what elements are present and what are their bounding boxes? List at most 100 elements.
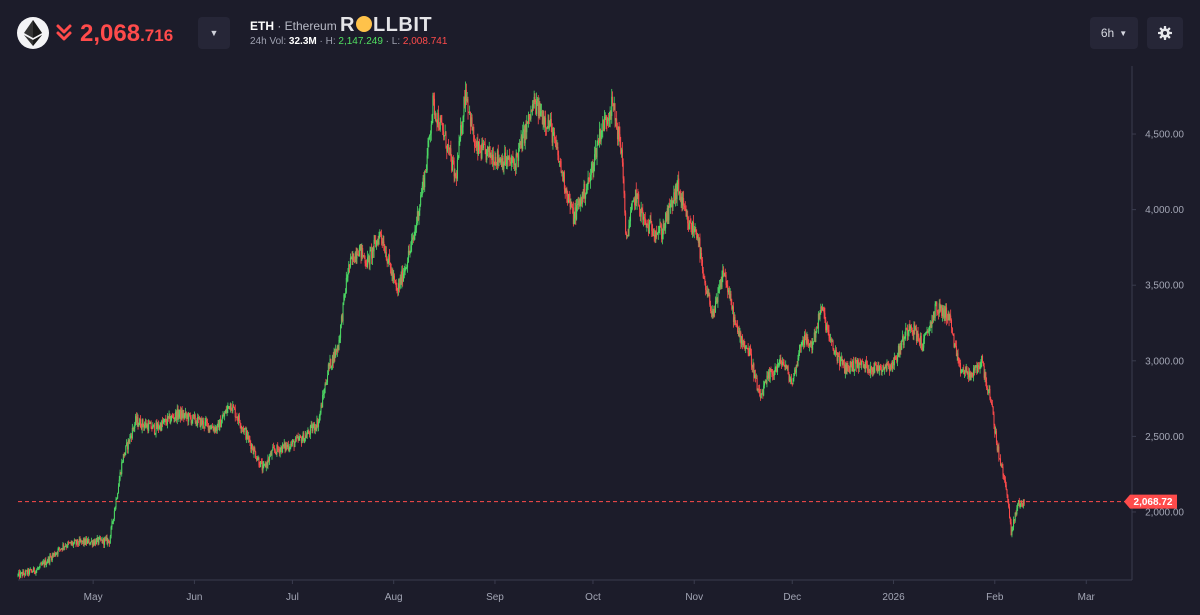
candle-body	[784, 365, 786, 368]
candle-body	[683, 198, 685, 206]
candle-body	[175, 411, 177, 421]
candle-body	[121, 462, 123, 474]
candle-body	[264, 463, 266, 465]
candle-body	[313, 423, 315, 431]
candle-body	[630, 209, 632, 213]
candle-body	[507, 157, 509, 160]
candle-body	[1017, 503, 1019, 509]
candle-body	[196, 422, 198, 426]
candle-body	[987, 389, 989, 391]
candle-body	[376, 241, 378, 247]
candle-body	[878, 366, 880, 371]
candle-body	[966, 367, 968, 375]
low-label: · L:	[382, 36, 403, 47]
candle-body	[716, 298, 718, 303]
candle-body	[762, 393, 764, 396]
candle-body	[752, 363, 754, 368]
candle-body	[907, 331, 909, 336]
candle-body	[261, 462, 263, 471]
candle-body	[119, 472, 121, 480]
candle-body	[781, 362, 783, 365]
x-tick-label: Nov	[685, 592, 703, 603]
candle-body	[427, 140, 429, 156]
current-price-tag: 2,068.72	[1124, 494, 1177, 509]
asset-dropdown-button[interactable]: ▼	[198, 17, 230, 49]
candle-body	[902, 336, 904, 341]
candle-body	[596, 144, 598, 158]
candle-body	[1022, 503, 1024, 507]
candle-body	[763, 385, 765, 396]
candle-body	[120, 472, 122, 474]
candle-body	[495, 156, 497, 164]
candle-body	[835, 350, 837, 352]
candle-body	[905, 327, 907, 337]
candle-body	[846, 363, 848, 375]
candle-body	[915, 328, 917, 342]
candle-body	[340, 324, 342, 338]
candle-body	[229, 403, 231, 410]
candle-body	[334, 351, 336, 357]
candle-body	[110, 527, 112, 537]
candle-body	[49, 555, 51, 563]
candle-body	[799, 344, 801, 354]
candle-body	[542, 117, 544, 125]
candle-body	[561, 171, 563, 173]
candle-body	[301, 439, 303, 444]
candle-body	[928, 325, 930, 332]
candle-body	[731, 301, 733, 310]
candle-body	[287, 444, 289, 448]
candle-body	[113, 518, 115, 522]
candle-body	[430, 124, 432, 134]
candle-body	[402, 269, 404, 282]
candle-body	[510, 161, 512, 164]
candle-body	[680, 196, 682, 201]
candle-body	[929, 321, 931, 326]
candle-body	[402, 273, 404, 282]
candle-body	[870, 366, 872, 374]
candle-body	[621, 149, 623, 163]
settings-button[interactable]	[1147, 17, 1183, 49]
candle-body	[220, 419, 222, 428]
candle-body	[728, 290, 730, 299]
candle-body	[755, 378, 757, 379]
candle-body	[42, 562, 44, 563]
candle-body	[960, 370, 962, 374]
candle-body	[47, 557, 49, 562]
candle-body	[246, 431, 248, 440]
candle-body	[459, 137, 461, 142]
candle-body	[213, 427, 215, 431]
candle-body	[342, 302, 344, 322]
candle-body	[150, 422, 152, 429]
candle-body	[189, 413, 191, 416]
candle-body	[532, 104, 534, 109]
candle-body	[597, 139, 599, 145]
candle-body	[291, 440, 293, 445]
candle-body	[767, 375, 769, 379]
candle-body	[442, 125, 444, 131]
candle-body	[910, 326, 912, 329]
candle-body	[652, 230, 654, 236]
candle-body	[202, 420, 204, 427]
timeframe-selector[interactable]: 6h ▼	[1090, 17, 1138, 49]
candle-body	[396, 286, 398, 291]
candle-body	[940, 305, 942, 308]
candle-body	[98, 538, 100, 544]
candle-body	[500, 158, 502, 168]
candle-body	[393, 275, 395, 280]
candle-body	[795, 364, 797, 373]
candle-body	[980, 362, 982, 367]
candle-body	[947, 313, 949, 321]
candle-body	[46, 562, 48, 565]
candle-body	[354, 252, 356, 263]
candle-body	[328, 364, 330, 367]
candle-body	[215, 427, 217, 432]
candle-body	[147, 424, 149, 432]
candle-body	[327, 364, 329, 376]
y-axis: 2,000.00 2,500.00 3,000.00 3,500.00 4,000.00…	[1132, 130, 1184, 518]
candle-body	[75, 540, 77, 545]
candle-body	[995, 431, 997, 434]
candle-body	[666, 208, 668, 222]
candle-body	[448, 147, 450, 150]
candle-body	[778, 363, 780, 364]
